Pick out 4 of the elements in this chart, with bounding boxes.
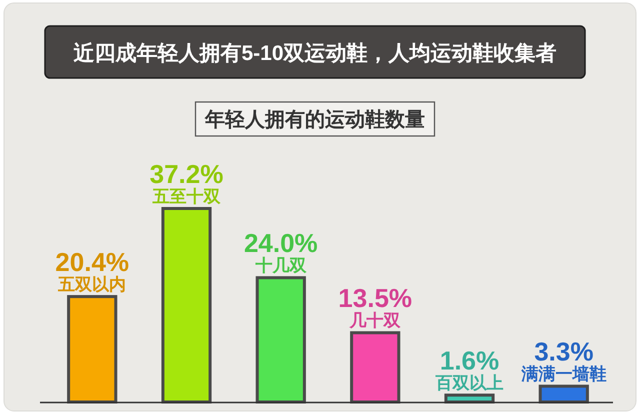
chart-subtitle: 年轻人拥有的运动鞋数量: [204, 109, 425, 131]
chart-title: 近四成年轻人拥有5-10双运动鞋，人均运动鞋收集者: [72, 42, 557, 65]
title: 近四成年轻人拥有5-10双运动鞋，人均运动鞋收集者: [44, 25, 586, 79]
subtitle: 年轻人拥有的运动鞋数量: [194, 101, 436, 137]
